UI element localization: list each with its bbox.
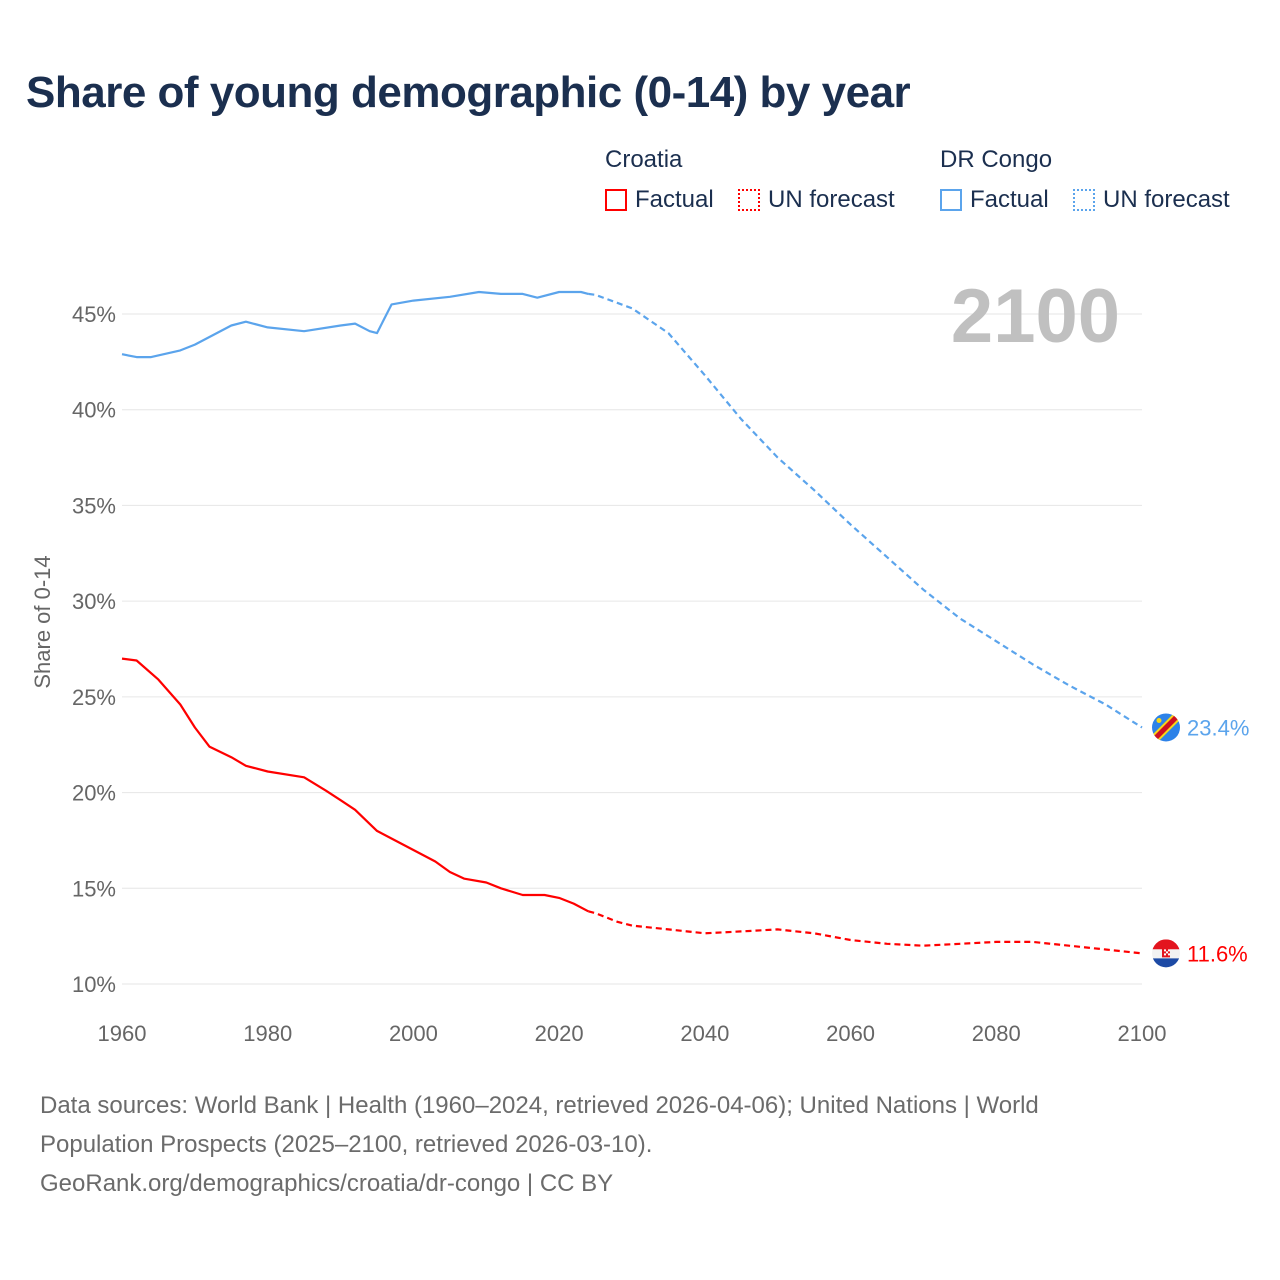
legend-label: UN forecast — [1103, 186, 1230, 213]
legend-drcongo-forecast[interactable]: UN forecast — [1073, 186, 1230, 214]
line-croatia-factual — [121, 657, 589, 913]
legend-drcongo-factual[interactable]: Factual — [940, 186, 1049, 214]
year-label: 2100 — [951, 274, 1120, 359]
legend-label: Factual — [970, 186, 1049, 213]
x-tick-label: 1960 — [98, 1021, 147, 1046]
y-tick-label: 25% — [72, 685, 116, 710]
y-tick-label: 40% — [72, 398, 116, 423]
x-tick-label: 2040 — [680, 1021, 729, 1046]
chart-title: Share of young demographic (0-14) by yea… — [26, 68, 911, 117]
y-tick-label: 30% — [72, 589, 116, 614]
source-link[interactable]: GeoRank.org/demographics/croatia/dr-cong… — [40, 1170, 614, 1197]
legend-group-drcongo: DR Congo — [940, 146, 1053, 173]
legend-croatia-factual[interactable]: Factual — [605, 186, 714, 214]
x-tick-label: 1980 — [243, 1021, 292, 1046]
x-tick-label: 2080 — [972, 1021, 1021, 1046]
x-tick-label: 2060 — [826, 1021, 875, 1046]
source-line: Population Prospects (2025–2100, retriev… — [40, 1131, 653, 1158]
legend-label: UN forecast — [768, 186, 895, 213]
legend-group-croatia: Croatia — [605, 146, 683, 173]
y-axis-label: Share of 0-14 — [30, 555, 55, 688]
legend-label: Factual — [635, 186, 714, 213]
legend-swatch — [940, 189, 962, 211]
x-tick-label: 2000 — [389, 1021, 438, 1046]
y-tick-label: 45% — [72, 302, 116, 327]
end-value-label: 23.4% — [1187, 715, 1249, 740]
croatia-flag-icon — [1152, 939, 1180, 968]
x-tick-label: 2100 — [1118, 1021, 1167, 1046]
drcongo-flag-icon — [1152, 713, 1180, 742]
line-drcongo-forecast — [588, 292, 1143, 729]
source-line: Data sources: World Bank | Health (1960–… — [40, 1092, 1039, 1119]
x-tick-label: 2020 — [535, 1021, 584, 1046]
line-drcongo-factual — [121, 290, 589, 359]
legend-swatch — [605, 189, 627, 211]
source-note: Data sources: World Bank | Health (1960–… — [40, 1086, 1240, 1203]
legend-swatch — [1073, 189, 1095, 211]
legend-croatia-forecast[interactable]: UN forecast — [738, 186, 895, 214]
y-tick-label: 20% — [72, 781, 116, 806]
line-croatia-forecast — [588, 910, 1143, 955]
y-tick-label: 35% — [72, 493, 116, 518]
y-tick-label: 15% — [72, 876, 116, 901]
end-value-label: 11.6% — [1187, 941, 1248, 966]
legend-swatch — [738, 189, 760, 211]
y-tick-label: 10% — [72, 972, 116, 997]
